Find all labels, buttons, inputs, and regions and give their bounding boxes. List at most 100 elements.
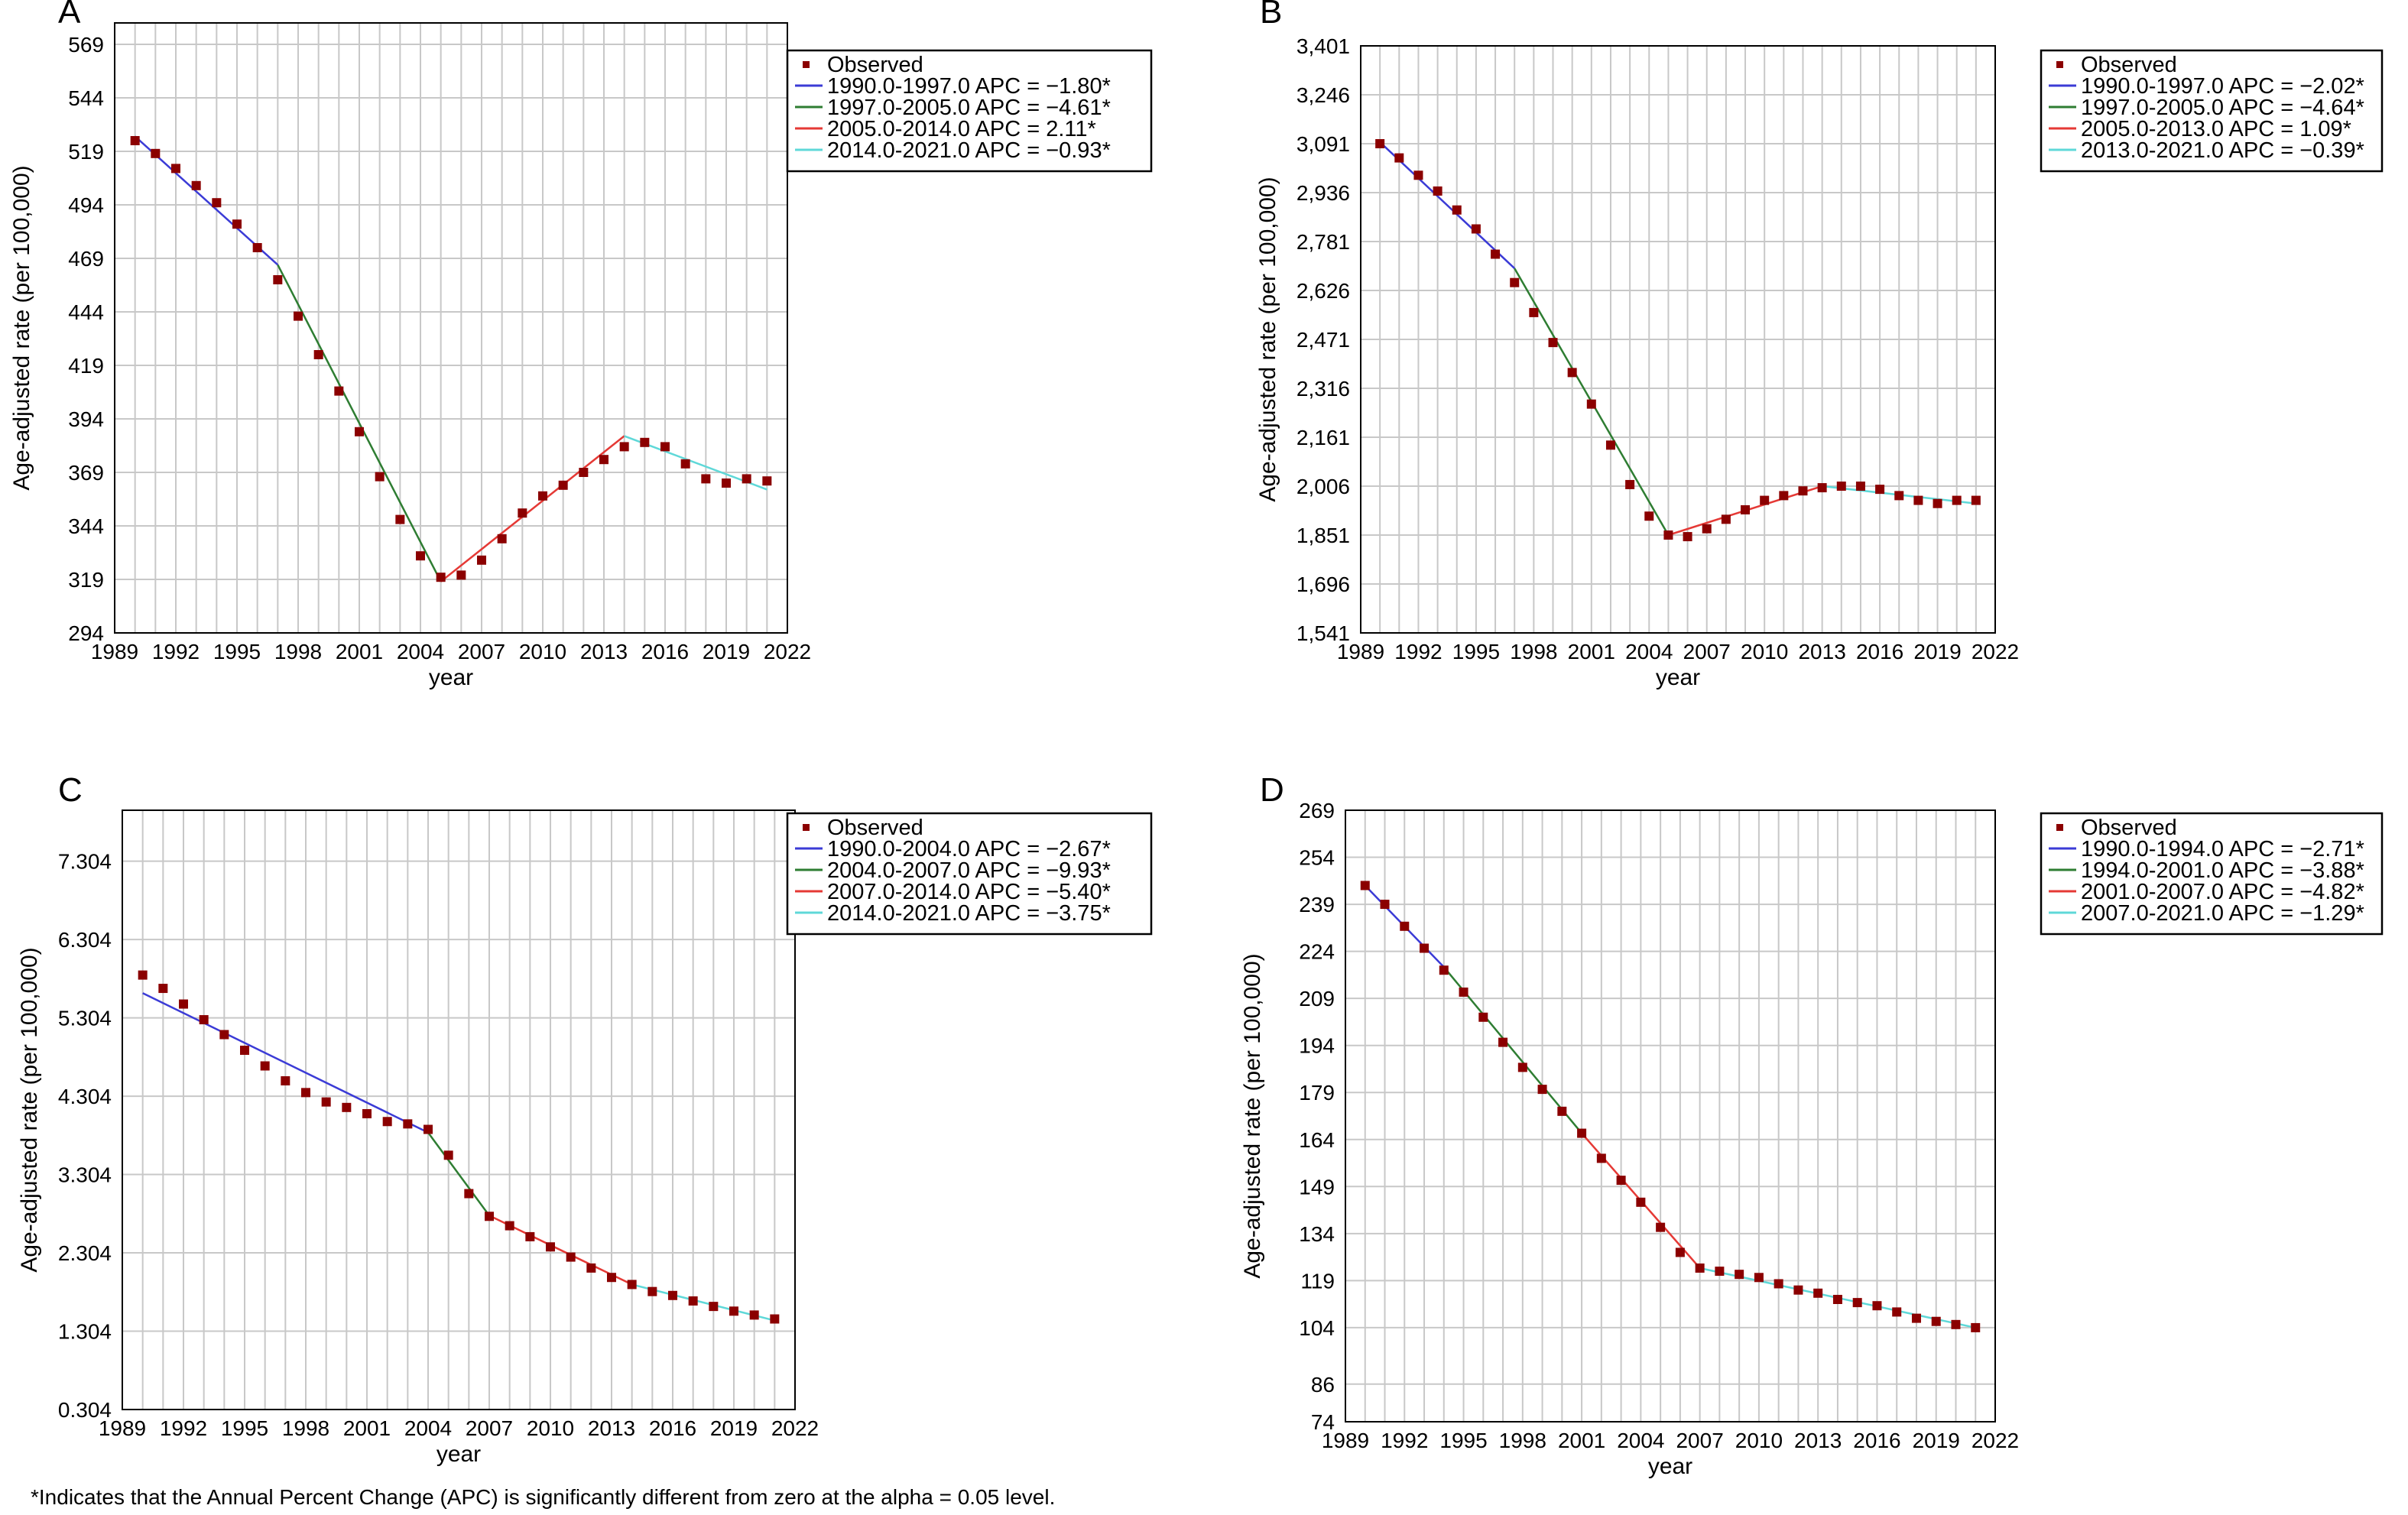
- observed-point: [558, 480, 568, 490]
- observed-point: [1793, 1285, 1803, 1295]
- observed-point: [443, 1150, 453, 1160]
- observed-point: [762, 476, 772, 486]
- observed-point: [416, 551, 425, 561]
- x-tick-label: 2022: [764, 640, 811, 663]
- y-tick-label: 344: [68, 514, 104, 538]
- legend-box: [2040, 49, 2384, 173]
- observed-point: [1836, 482, 1846, 491]
- chart-panel-B: B 1,541 1,696 1,851 2,006 2,161 2,316 2,471 2,62…: [1255, 0, 2384, 690]
- chart-panel-A: A 294 319 344 369 394 419 444 469 494 519 544 569 198…: [9, 0, 1153, 690]
- chart-panel-D: D 74 86 104 119 134 149 164 179 194 209 224 239 254 26…: [1240, 771, 2384, 1479]
- observed-point: [294, 311, 303, 321]
- joinpoint-segment-2: [277, 264, 442, 582]
- y-tick-label: 104: [1299, 1316, 1335, 1340]
- x-tick-label: 1989: [99, 1416, 146, 1440]
- observed-point: [1433, 186, 1443, 196]
- x-axis-label: year: [1648, 1454, 1692, 1479]
- x-tick-label: 1995: [1439, 1429, 1487, 1452]
- y-axis-label: Age-adjusted rate (per 100,000): [9, 165, 34, 490]
- legend-entry-3: 2007.0-2014.0 APC = −5.40*: [827, 880, 1111, 904]
- observed-point: [1375, 139, 1385, 148]
- plot-frame: [1345, 809, 1996, 1423]
- y-tick-label: 519: [68, 140, 104, 164]
- observed-point: [742, 474, 751, 484]
- y-tick-label: 2,626: [1296, 279, 1350, 303]
- y-axis-label: Age-adjusted rate (per 100,000): [1240, 953, 1265, 1278]
- observed-point: [1596, 1153, 1606, 1163]
- x-tick-label: 2013: [588, 1416, 635, 1440]
- x-tick-label: 2022: [1972, 640, 2019, 663]
- observed-point: [1529, 307, 1539, 317]
- x-tick-label: 2016: [649, 1416, 696, 1440]
- legend-observed-marker: [2056, 824, 2063, 831]
- y-tick-label: 2.304: [58, 1241, 112, 1265]
- observed-point: [729, 1306, 738, 1316]
- observed-point: [1702, 524, 1712, 534]
- x-tick-label: 2016: [1856, 640, 1903, 663]
- y-tick-label: 1,696: [1296, 573, 1350, 596]
- observed-point: [260, 1061, 270, 1071]
- x-tick-label: 2010: [519, 640, 566, 663]
- legend-entry-4: 2007.0-2021.0 APC = −1.29*: [2081, 901, 2364, 926]
- observed-point: [456, 570, 466, 580]
- observed-point: [1471, 224, 1481, 234]
- observed-point: [191, 180, 201, 190]
- observed-point: [232, 219, 242, 229]
- x-tick-label: 2010: [527, 1416, 574, 1440]
- observed-point: [1754, 1273, 1764, 1283]
- x-tick-label: 1992: [1394, 640, 1442, 663]
- observed-point: [130, 136, 140, 145]
- observed-point: [1625, 479, 1635, 489]
- observed-point: [1675, 1247, 1685, 1257]
- joinpoint-segment-3: [440, 435, 625, 582]
- legend-observed-label: Observed: [827, 816, 923, 840]
- observed-point: [1616, 1176, 1626, 1186]
- legend-entry-4: 2013.0-2021.0 APC = −0.39*: [2081, 138, 2364, 163]
- legend-entry-1: 1990.0-2004.0 APC = −2.67*: [827, 837, 1111, 861]
- observed-point: [395, 514, 405, 524]
- observed-point: [1380, 900, 1390, 910]
- observed-point: [138, 970, 148, 980]
- legend-entry-3: 2005.0-2013.0 APC = 1.09*: [2081, 117, 2351, 141]
- y-tick-label: 494: [68, 193, 104, 217]
- observed-point: [546, 1242, 555, 1252]
- observed-point: [1510, 277, 1520, 287]
- observed-point: [627, 1280, 637, 1290]
- x-axis-label: year: [429, 665, 473, 690]
- legend-observed-marker: [803, 824, 810, 831]
- observed-point: [1517, 1062, 1527, 1072]
- observed-point: [1413, 170, 1423, 180]
- observed-point: [362, 1109, 372, 1119]
- plot-frame: [1360, 45, 1996, 634]
- panel-label: D: [1260, 771, 1284, 809]
- y-tick-label: 2,781: [1296, 230, 1350, 254]
- x-tick-label: 2007: [466, 1416, 513, 1440]
- observed-point: [252, 243, 262, 252]
- observed-point: [273, 275, 283, 284]
- observed-point: [525, 1231, 535, 1241]
- x-tick-label: 2019: [1913, 640, 1961, 663]
- observed-point: [1439, 965, 1449, 975]
- legend-entry-2: 2004.0-2007.0 APC = −9.93*: [827, 858, 1111, 883]
- observed-point: [497, 534, 507, 543]
- x-tick-label: 2001: [1558, 1429, 1605, 1452]
- x-tick-label: 1995: [1452, 640, 1500, 663]
- panel-label: A: [58, 0, 81, 31]
- y-tick-label: 74: [1311, 1410, 1335, 1434]
- observed-point: [1420, 943, 1430, 953]
- legend-observed-marker: [2056, 61, 2063, 68]
- observed-point: [668, 1290, 677, 1300]
- x-tick-label: 1998: [282, 1416, 329, 1440]
- observed-point: [1832, 1295, 1842, 1304]
- observed-point: [518, 508, 527, 518]
- observed-point: [749, 1310, 759, 1320]
- observed-point: [1911, 1313, 1921, 1323]
- plot-frame: [114, 22, 788, 634]
- joinpoint-segment-1: [142, 992, 429, 1134]
- y-tick-label: 254: [1299, 846, 1335, 870]
- panel-label: C: [58, 771, 83, 809]
- observed-point: [403, 1119, 413, 1129]
- x-tick-label: 1989: [1322, 1429, 1369, 1452]
